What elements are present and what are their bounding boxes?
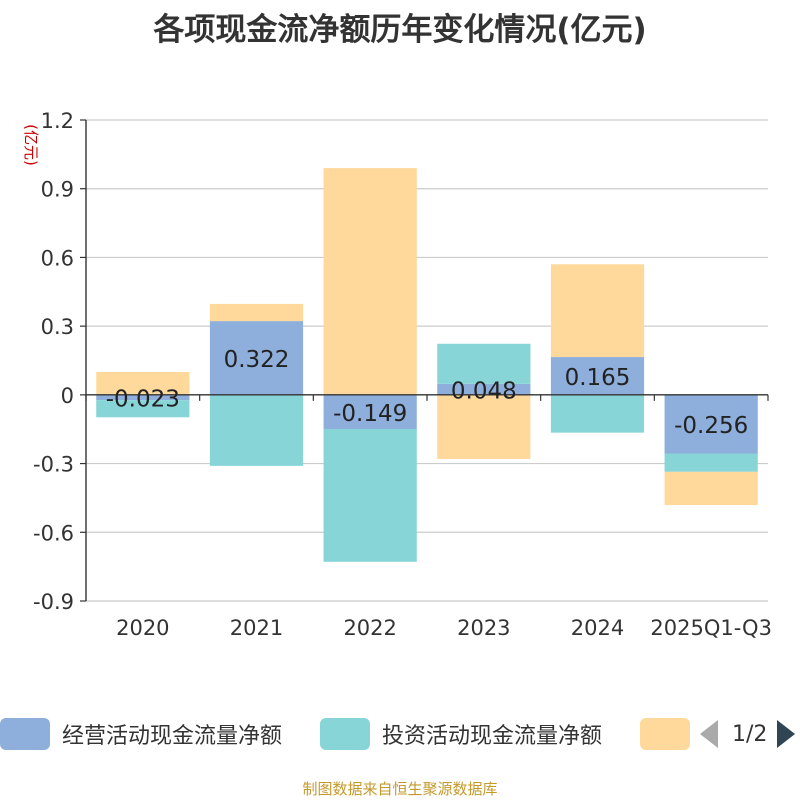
bar-operating[interactable] [550,357,645,395]
axes [80,119,769,602]
legend-swatch-investing [320,718,370,750]
data-label: 0.165 [565,365,631,391]
chart-title: 各项现金流净额历年变化情况(亿元) [153,12,647,48]
data-label: -0.023 [106,386,180,412]
y-axis-unit-label: (亿元) [22,124,40,166]
y-tick-label: -0.6 [33,521,74,545]
legend-next-page-icon[interactable] [777,720,796,748]
bar-financing[interactable] [550,264,645,358]
bar-operating[interactable] [96,394,190,401]
bar-operating[interactable] [437,383,531,395]
data-label: 0.048 [451,378,517,404]
bar-investing[interactable] [437,343,531,384]
bar-financing[interactable] [323,168,417,395]
data-labels: -0.023 0.322 -0.149 0.048 0.165 -0.256 [106,347,748,439]
tick-labels: -0.9 -0.6 -0.3 0 0.3 0.6 0.9 1.2 2020 2021 2022 202… [33,109,772,640]
bar-investing[interactable] [323,428,417,562]
x-tick-label: 2023 [457,616,510,640]
bar-operating[interactable] [323,394,417,429]
legend-item-operating[interactable]: 经营活动现金流量净额 [0,718,282,750]
y-tick-label: 1.2 [41,109,74,133]
legend-swatch-operating [0,718,50,750]
legend-prev-page-icon[interactable] [700,720,718,748]
legend-item-financing[interactable] [640,718,690,750]
bar-investing[interactable] [664,453,758,472]
bar-financing[interactable] [96,371,190,395]
bar-investing[interactable] [96,400,190,418]
y-tick-label: 0 [61,384,74,408]
y-tick-label: 0.6 [41,246,74,270]
x-tick-label: 2024 [571,616,624,640]
bar-operating[interactable] [209,321,304,395]
legend-item-investing[interactable]: 投资活动现金流量净额 [320,718,602,750]
legend-pager: 1/2 [700,718,796,750]
data-source-note: 制图数据来自恒生聚源数据库 [302,780,498,798]
x-tick-label: 2025Q1-Q3 [650,616,772,640]
y-tick-label: -0.9 [33,590,74,614]
x-tick-label: 2020 [116,616,169,640]
y-tick-label: 0.9 [41,178,74,202]
bar-investing[interactable] [550,394,645,433]
grid-lines [86,119,768,602]
bar-investing[interactable] [209,394,304,466]
bar-financing[interactable] [437,394,531,459]
legend-page-indicator: 1/2 [732,721,768,747]
legend: 经营活动现金流量净额 投资活动现金流量净额 1/2 [0,712,800,756]
cash-flow-chart: -0.9 -0.6 -0.3 0 0.3 0.6 0.9 1.2 2020 2021 2022 202… [22,109,772,640]
x-tick-label: 2022 [343,616,396,640]
x-tick-label: 2021 [230,616,283,640]
y-tick-label: -0.3 [33,453,74,477]
legend-label-investing: 投资活动现金流量净额 [382,724,603,749]
bars [96,168,758,562]
y-tick-label: 0.3 [41,315,74,339]
bar-operating[interactable] [664,394,758,454]
legend-label-operating: 经营活动现金流量净额 [62,724,283,749]
data-label: 0.322 [224,347,290,373]
legend-swatch-financing [640,718,690,750]
data-label: -0.256 [674,413,748,439]
bar-financing[interactable] [209,303,304,322]
data-label: -0.149 [333,401,407,427]
bar-financing[interactable] [664,471,758,506]
